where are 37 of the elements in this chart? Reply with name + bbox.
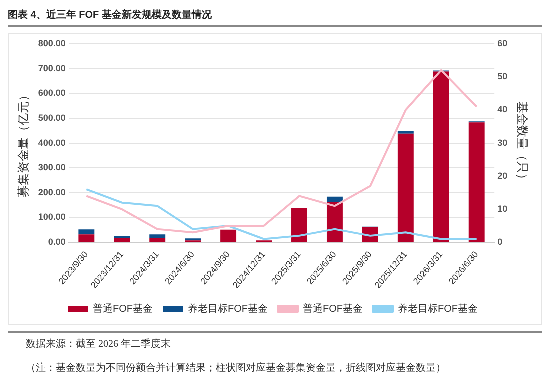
y2-axis-title: 基金数量（只） bbox=[515, 101, 530, 186]
legend-label: 养老目标FOF基金 bbox=[398, 302, 478, 315]
bar bbox=[220, 230, 237, 242]
legend-label: 普通FOF基金 bbox=[93, 302, 154, 315]
y-tick-label: 0.00 bbox=[48, 237, 66, 248]
bar bbox=[150, 238, 166, 242]
bar bbox=[398, 134, 414, 242]
y-tick-label: 300.00 bbox=[38, 162, 66, 173]
legend-label: 养老目标FOF基金 bbox=[188, 302, 268, 315]
source-note: 数据来源：截至 2026 年二季度末 bbox=[26, 338, 172, 351]
y2-tick-label: 10 bbox=[498, 204, 508, 214]
y2-tick-label: 40 bbox=[498, 104, 508, 115]
text: （注：基金数量为不同份额合并计算结果；柱状图对应基金募集资金量，折线图对应基金数量） bbox=[26, 362, 447, 375]
bar bbox=[150, 234, 166, 238]
y2-tick-label: 20 bbox=[498, 170, 508, 181]
bar bbox=[433, 72, 450, 242]
bar bbox=[398, 131, 414, 134]
bar bbox=[326, 196, 343, 202]
y-tick-label: 800.00 bbox=[38, 38, 66, 48]
bar bbox=[292, 208, 308, 242]
y-tick-label: 400.00 bbox=[38, 138, 66, 148]
bar bbox=[468, 122, 485, 242]
bar bbox=[78, 234, 95, 242]
y2-tick-label: 60 bbox=[498, 38, 508, 48]
bar bbox=[78, 230, 95, 235]
y-tick-label: 700.00 bbox=[38, 63, 66, 74]
legend-label: 普通FOF基金 bbox=[303, 302, 363, 315]
y-tick-label: 200.00 bbox=[38, 187, 66, 198]
bar bbox=[114, 238, 130, 242]
y-axis-title: 募集资金量（亿元） bbox=[16, 89, 31, 198]
chart-title: 图表 4、近三年 FOF 基金新发规模及数量情况 bbox=[8, 8, 542, 27]
y-tick-label: 100.00 bbox=[38, 212, 66, 222]
y2-tick-label: 30 bbox=[498, 138, 508, 148]
y-tick-label: 500.00 bbox=[38, 112, 66, 123]
y2-tick-label: 50 bbox=[498, 72, 508, 82]
y2-tick-label: 0 bbox=[498, 237, 503, 248]
y-tick-label: 600.00 bbox=[38, 88, 66, 98]
